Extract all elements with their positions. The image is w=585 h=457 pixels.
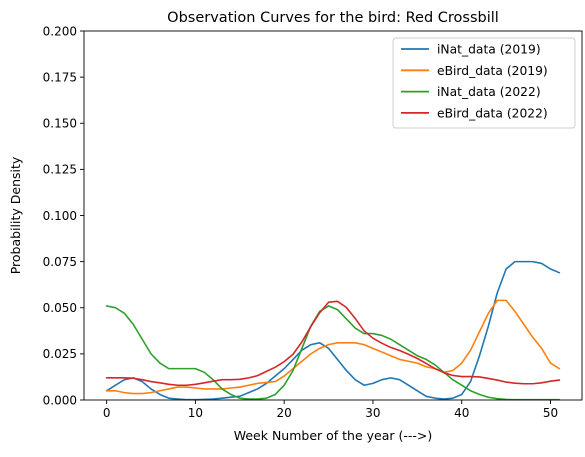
x-tick-label: 0	[103, 406, 111, 420]
y-tick-label: 0.025	[43, 347, 77, 361]
legend-label: eBird_data (2019)	[437, 64, 548, 78]
y-tick-label: 0.000	[43, 393, 77, 407]
chart-title: Observation Curves for the bird: Red Cro…	[167, 10, 499, 26]
y-tick-label: 0.100	[43, 209, 77, 223]
x-tick-label: 40	[454, 406, 469, 420]
x-axis-label: Week Number of the year (--->)	[234, 428, 433, 443]
legend-label: iNat_data (2022)	[437, 85, 541, 99]
x-tick-label: 30	[365, 406, 380, 420]
y-tick-label: 0.125	[43, 163, 77, 177]
y-tick-label: 0.050	[43, 301, 77, 315]
y-tick-label: 0.075	[43, 255, 77, 269]
legend-label: iNat_data (2019)	[437, 43, 541, 57]
y-tick-label: 0.150	[43, 117, 77, 131]
y-axis-label: Probability Density	[8, 156, 23, 274]
y-tick-label: 0.200	[43, 24, 77, 38]
legend: iNat_data (2019) eBird_data (2019) iNat_da…	[393, 38, 575, 128]
x-tick-label: 20	[277, 406, 292, 420]
legend-label: eBird_data (2022)	[437, 106, 548, 120]
y-tick-label: 0.175	[43, 70, 77, 84]
x-tick-label: 10	[188, 406, 203, 420]
x-tick-label: 50	[543, 406, 558, 420]
